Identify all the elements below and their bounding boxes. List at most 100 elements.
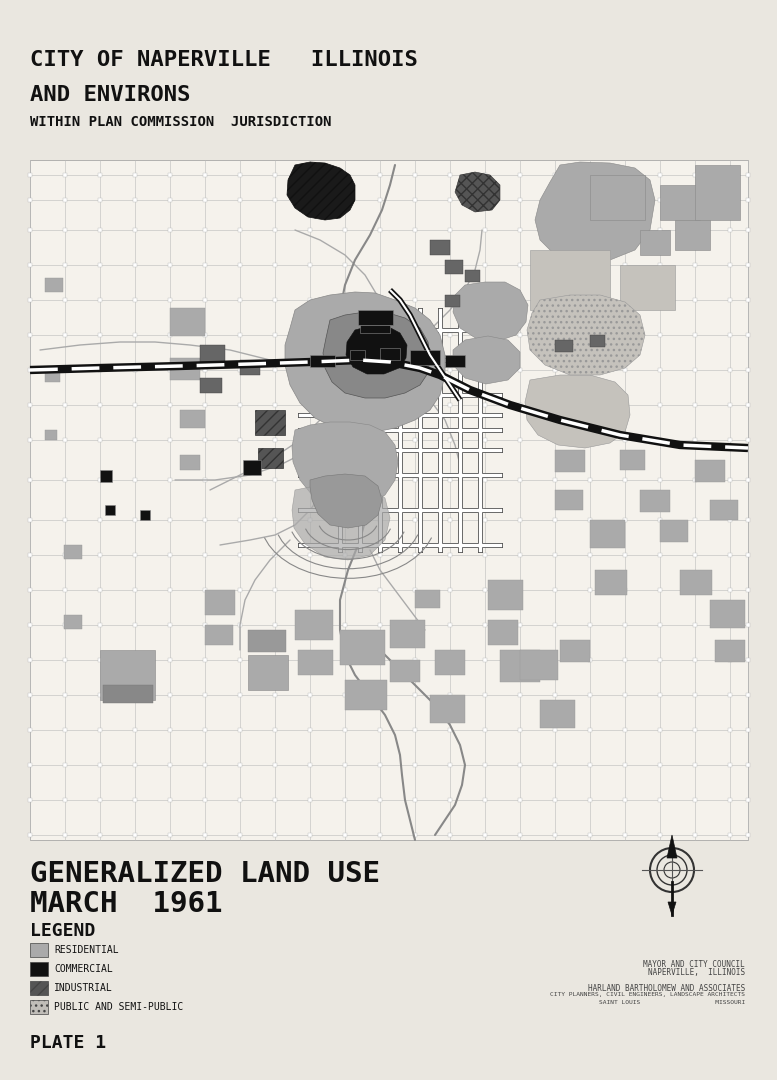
Bar <box>358 310 393 325</box>
Bar <box>30 981 48 995</box>
Bar <box>448 478 452 482</box>
Text: MARCH  1961: MARCH 1961 <box>30 890 222 918</box>
Bar <box>378 762 382 767</box>
Bar <box>435 650 465 675</box>
Bar <box>553 798 557 802</box>
Bar <box>133 173 137 177</box>
Bar <box>728 833 732 837</box>
Polygon shape <box>535 162 655 262</box>
Bar <box>343 438 347 442</box>
Bar <box>343 333 347 337</box>
Bar <box>100 470 112 482</box>
Bar <box>728 693 732 697</box>
Bar <box>553 198 557 202</box>
Bar <box>343 658 347 662</box>
Text: AND ENVIRONS: AND ENVIRONS <box>30 85 190 105</box>
Bar <box>133 798 137 802</box>
Bar <box>658 403 662 407</box>
Bar <box>588 298 592 302</box>
Bar <box>273 588 277 592</box>
Bar <box>308 623 312 627</box>
Bar <box>30 943 48 957</box>
Bar <box>658 833 662 837</box>
Bar <box>728 658 732 662</box>
Bar <box>140 510 150 519</box>
Bar <box>168 693 172 697</box>
Bar <box>623 623 627 627</box>
Bar <box>588 728 592 732</box>
Bar <box>273 762 277 767</box>
Bar <box>273 368 277 372</box>
Bar <box>63 518 67 522</box>
Bar <box>413 762 417 767</box>
Bar <box>133 658 137 662</box>
Bar <box>203 833 207 837</box>
Bar <box>746 333 750 337</box>
Bar <box>728 368 732 372</box>
Bar <box>728 478 732 482</box>
Bar <box>343 518 347 522</box>
Bar <box>728 588 732 592</box>
Bar <box>728 198 732 202</box>
Polygon shape <box>667 835 677 858</box>
Bar <box>413 693 417 697</box>
Bar <box>63 658 67 662</box>
Bar <box>343 264 347 267</box>
Bar <box>658 298 662 302</box>
Bar <box>28 658 32 662</box>
Bar <box>413 198 417 202</box>
Bar <box>518 333 522 337</box>
Text: PUBLIC AND SEMI-PUBLIC: PUBLIC AND SEMI-PUBLIC <box>54 1002 183 1012</box>
Bar <box>133 833 137 837</box>
Bar <box>343 762 347 767</box>
Bar <box>588 198 592 202</box>
Bar <box>28 264 32 267</box>
Bar <box>273 798 277 802</box>
Bar <box>205 625 233 645</box>
Bar <box>203 658 207 662</box>
Bar <box>343 833 347 837</box>
Bar <box>658 478 662 482</box>
Text: INDUSTRIAL: INDUSTRIAL <box>54 983 113 993</box>
Bar <box>623 228 627 232</box>
Bar <box>258 448 283 468</box>
Bar <box>588 658 592 662</box>
Bar <box>308 658 312 662</box>
Bar <box>28 762 32 767</box>
Bar <box>693 298 697 302</box>
Bar <box>746 198 750 202</box>
Bar <box>203 693 207 697</box>
Bar <box>343 478 347 482</box>
Bar <box>343 553 347 557</box>
Bar <box>63 693 67 697</box>
Bar <box>168 553 172 557</box>
Bar <box>133 438 137 442</box>
Bar <box>28 298 32 302</box>
Bar <box>378 798 382 802</box>
Bar <box>98 762 102 767</box>
Bar <box>746 798 750 802</box>
Bar <box>273 298 277 302</box>
Bar <box>30 160 748 840</box>
Bar <box>28 478 32 482</box>
Bar <box>238 198 242 202</box>
Bar <box>695 460 725 482</box>
Bar <box>378 333 382 337</box>
Bar <box>728 728 732 732</box>
Bar <box>133 198 137 202</box>
Bar <box>623 553 627 557</box>
Bar <box>133 693 137 697</box>
Bar <box>30 962 48 976</box>
Bar <box>518 588 522 592</box>
Bar <box>488 580 523 610</box>
Bar <box>518 173 522 177</box>
Bar <box>378 438 382 442</box>
Bar <box>28 518 32 522</box>
Bar <box>238 553 242 557</box>
Bar <box>63 798 67 802</box>
Bar <box>693 588 697 592</box>
Bar <box>553 333 557 337</box>
Bar <box>746 588 750 592</box>
Bar <box>168 438 172 442</box>
Bar <box>518 728 522 732</box>
